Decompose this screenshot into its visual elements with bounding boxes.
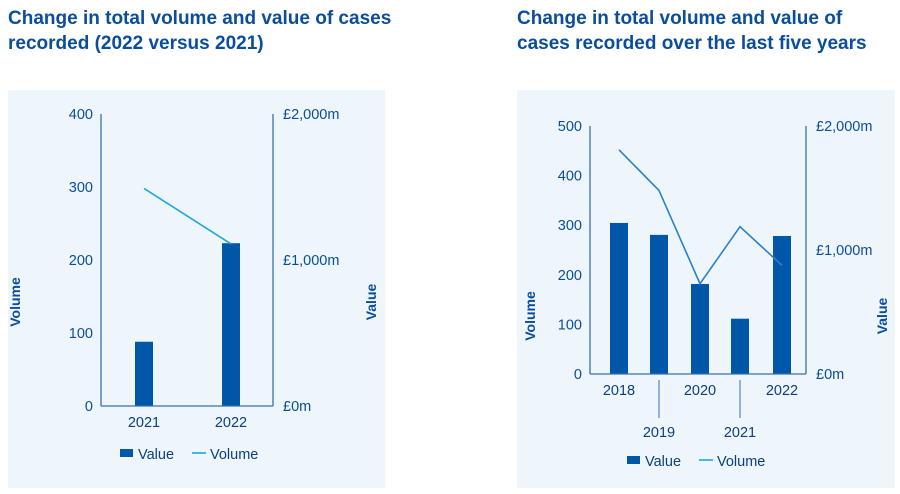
chart2-panel: 0 100 200 300 400 500 £0m £1,000m £2,000m 2018 201… bbox=[517, 90, 895, 488]
y-right-axis-title: Value bbox=[874, 298, 890, 335]
bar-value-2022 bbox=[773, 235, 791, 374]
bar-value-2021 bbox=[731, 318, 749, 374]
y-left-axis-title: Volume bbox=[522, 291, 538, 341]
chart1-svg: 0 100 200 300 400 £0m £1,000m £2,000m 2021 2022 Vo… bbox=[8, 107, 379, 463]
left-tick-label: 500 bbox=[558, 119, 582, 135]
x-tick-label: 2021 bbox=[128, 415, 160, 431]
left-tick-label: 100 bbox=[558, 317, 582, 333]
legend-volume-label: Volume bbox=[210, 447, 258, 463]
y-right-axis-title: Value bbox=[363, 284, 379, 321]
legend-value-label: Value bbox=[138, 447, 174, 463]
right-tick-label: £2,000m bbox=[816, 119, 872, 135]
right-tick-label: £0m bbox=[816, 367, 844, 383]
left-tick-label: 0 bbox=[574, 367, 582, 383]
bar-value-2019 bbox=[650, 234, 668, 374]
chart1-panel: 0 100 200 300 400 £0m £1,000m £2,000m 2021 2022 Vo… bbox=[8, 90, 385, 488]
chart2-title: Change in total volume and value of case… bbox=[517, 8, 867, 54]
legend-volume-label: Volume bbox=[717, 454, 765, 470]
x-tick-label: 2020 bbox=[684, 383, 716, 399]
left-tick-label: 400 bbox=[69, 107, 93, 123]
volume-line bbox=[618, 149, 783, 286]
bar-value-2021 bbox=[135, 341, 153, 406]
bar-value-2022 bbox=[222, 243, 240, 406]
x-tick-label: 2021 bbox=[724, 425, 756, 441]
legend-value-label: Value bbox=[645, 454, 681, 470]
x-tick-label: 2019 bbox=[643, 425, 675, 441]
x-tick-label: 2022 bbox=[215, 415, 247, 431]
right-tick-label: £1,000m bbox=[816, 243, 872, 259]
left-tick-label: 300 bbox=[69, 180, 93, 196]
x-tick-label: 2018 bbox=[603, 383, 635, 399]
chart2-svg: 0 100 200 300 400 500 £0m £1,000m £2,000m 2018 201… bbox=[522, 119, 890, 470]
y-left-axis-title: Volume bbox=[8, 277, 23, 327]
left-tick-label: 400 bbox=[558, 169, 582, 185]
left-tick-label: 0 bbox=[85, 399, 93, 415]
legend-value-swatch bbox=[120, 449, 133, 457]
left-tick-label: 200 bbox=[69, 253, 93, 269]
right-tick-label: £2,000m bbox=[283, 107, 339, 123]
legend-value-swatch bbox=[627, 456, 640, 464]
bar-value-2020 bbox=[691, 283, 709, 374]
bar-value-2018 bbox=[610, 222, 628, 374]
right-tick-label: £0m bbox=[283, 399, 311, 415]
left-tick-label: 300 bbox=[558, 218, 582, 234]
volume-line bbox=[143, 187, 232, 245]
chart1-title: Change in total volume and value of case… bbox=[8, 8, 392, 54]
left-tick-label: 100 bbox=[69, 326, 93, 342]
left-tick-label: 200 bbox=[558, 268, 582, 284]
x-tick-label: 2022 bbox=[766, 383, 798, 399]
right-tick-label: £1,000m bbox=[283, 253, 339, 269]
